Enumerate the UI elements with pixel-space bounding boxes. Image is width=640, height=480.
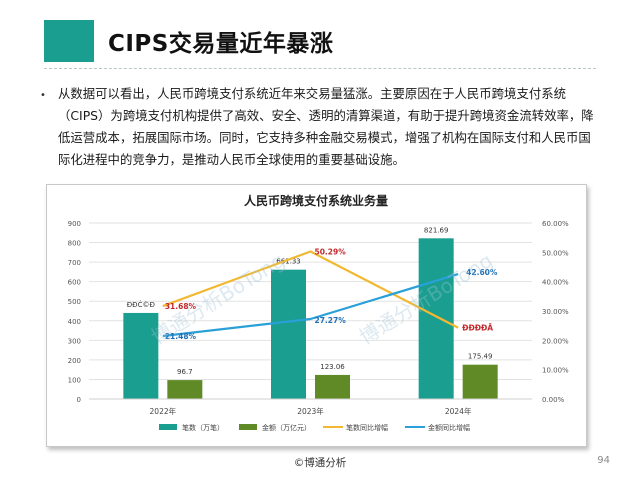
legend-label: 金额同比增幅 [428,423,470,432]
amount-bar [315,374,350,399]
y-left-tick-label: 500 [68,298,81,306]
y-right-tick-label: 0.00% [542,396,565,404]
count-bar [418,238,454,399]
count-growth-label: 31.68% [165,302,197,311]
amount-bar [167,380,203,399]
count-growth-label: 50.29% [315,247,347,256]
y-right-tick-label: 10.00% [542,367,569,375]
legend-label: 笔数（万笔） [182,423,224,432]
bar-data-label: 661.33 [276,258,301,266]
slide-title: CIPS交易量近年暴涨 [108,31,334,57]
amount-growth-label: 42.60% [466,268,498,277]
body-paragraph: 从数据可以看出，人民币跨境支付系统近年来交易量猛涨。主要原因在于人民币跨境支付系… [58,86,594,167]
title-accent-block [44,20,94,62]
y-left-tick-label: 900 [68,220,81,228]
y-left-tick-label: 400 [68,318,81,326]
x-tick-label: 2023年 [297,406,324,416]
y-left-tick-label: 0 [77,396,81,404]
count-growth-label: ÐÐĐÐÃ [462,324,493,333]
page-number: 94 [597,455,610,466]
amount-bar [462,364,498,399]
y-right-tick-label: 50.00% [542,249,569,257]
y-right-tick-label: 60.00% [542,220,569,228]
legend-swatch [239,424,257,430]
y-left-tick-label: 300 [68,337,81,345]
amount-growth-label: 27.27% [315,316,347,325]
y-right-tick-label: 40.00% [542,279,569,287]
count-bar [271,269,306,399]
y-left-tick-label: 700 [68,259,81,267]
legend-label: 金额（万亿元） [262,423,311,432]
footer-copyright: ©博通分析 [293,457,347,469]
y-right-tick-label: 30.00% [542,308,569,316]
bullet-marker: • [40,90,46,101]
legend-label: 笔数同比增幅 [346,423,388,432]
title-divider [44,68,596,69]
y-left-tick-label: 100 [68,376,81,384]
y-left-tick-label: 600 [68,279,81,287]
bar-data-label: 96.7 [177,368,193,376]
bar-data-label: 821.69 [424,226,449,234]
watermark-left: 博通分析BoTong [147,248,289,349]
bar-data-label: ÐÐĊ©Ð [127,300,156,309]
y-left-tick-label: 200 [68,357,81,365]
bar-data-label: 175.49 [468,353,493,361]
amount-growth-label: 21.48% [165,332,197,341]
count-bar [123,312,159,399]
y-right-tick-label: 20.00% [542,337,569,345]
chart-panel: 人民币跨境支付系统业务量 0 100 200 300 400 500 600 700 800 900… [46,184,587,447]
business-volume-chart: 人民币跨境支付系统业务量 0 100 200 300 400 500 600 700 800 900… [68,193,569,432]
bar-data-label: 123.06 [320,363,345,371]
x-tick-label: 2022年 [150,406,177,416]
chart-title: 人民币跨境支付系统业务量 [244,193,388,208]
legend-swatch [159,424,177,430]
x-tick-label: 2024年 [445,406,472,416]
y-left-tick-label: 800 [68,240,81,248]
